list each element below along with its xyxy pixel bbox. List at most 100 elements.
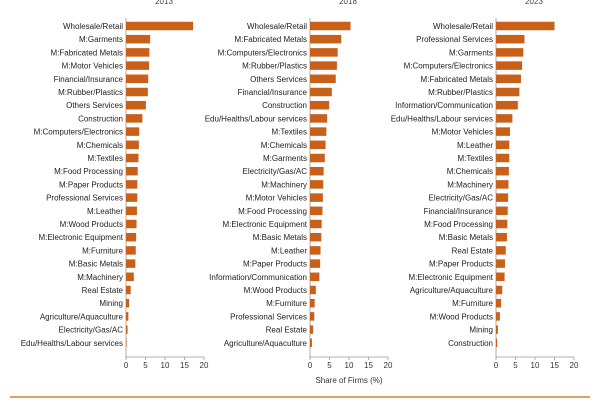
bar xyxy=(310,206,323,216)
category-label: M:Computers/Electronics xyxy=(218,48,307,57)
x-tick-label: 20 xyxy=(384,361,393,370)
bar xyxy=(126,61,150,70)
x-tick-label: 15 xyxy=(180,361,189,370)
bar xyxy=(310,193,323,202)
category-label: Real Estate xyxy=(82,286,124,295)
bar xyxy=(126,298,130,308)
bar xyxy=(496,87,520,97)
bar xyxy=(496,180,509,189)
category-label: M:Garments xyxy=(79,35,123,44)
bar xyxy=(310,246,321,255)
bar xyxy=(310,272,320,282)
category-label: M:Electronic Equipment xyxy=(409,273,494,282)
x-tick-label: 10 xyxy=(531,361,540,370)
bar xyxy=(126,21,194,31)
bar xyxy=(310,153,325,163)
category-label: Wholesale/Retail xyxy=(63,22,123,31)
category-label: Wholesale/Retail xyxy=(433,22,493,31)
bar xyxy=(496,272,505,282)
bar xyxy=(310,21,351,31)
bar xyxy=(126,259,136,268)
category-label: Edu/Healths/Labour services xyxy=(391,114,493,123)
category-label: Information/Communication xyxy=(209,273,307,282)
x-tick-label: 0 xyxy=(494,361,499,370)
bar xyxy=(126,272,134,282)
category-label: M:Wood Products xyxy=(60,220,123,229)
bar xyxy=(126,87,148,97)
category-label: M:Wood Products xyxy=(244,286,307,295)
bar xyxy=(310,338,312,348)
bar xyxy=(310,325,314,334)
bar xyxy=(310,219,322,229)
bar xyxy=(126,338,127,348)
category-label: M:Machinery xyxy=(447,180,493,189)
category-label: M:Furniture xyxy=(82,246,123,255)
category-label: Wholesale/Retail xyxy=(247,22,307,31)
bar xyxy=(126,100,146,110)
x-tick-label: 15 xyxy=(364,361,373,370)
category-label: M:Rubber/Plastics xyxy=(58,88,123,97)
category-label: M:Paper Products xyxy=(243,260,307,269)
category-label: M:Food Processing xyxy=(238,207,307,216)
category-label: Professional Services xyxy=(230,312,307,321)
bar xyxy=(126,312,129,321)
category-label: Electricity/Gas/AC xyxy=(243,167,308,176)
category-label: M:Wood Products xyxy=(430,312,493,321)
bar xyxy=(496,338,498,348)
category-label: M:Chemicals xyxy=(447,167,493,176)
bar xyxy=(310,285,316,295)
bar xyxy=(496,219,508,229)
bar xyxy=(310,74,336,84)
panel-title-2023: 2023 xyxy=(525,0,543,6)
category-label: M:Fabricated Metals xyxy=(235,35,307,44)
bar xyxy=(310,127,327,136)
category-label: M:Food Processing xyxy=(424,220,493,229)
bar xyxy=(496,34,525,44)
category-label: M:Garments xyxy=(449,48,493,57)
bar xyxy=(126,193,138,202)
category-label: Agriculture/Aquaculture xyxy=(224,339,308,348)
category-label: Real Estate xyxy=(452,246,494,255)
bar xyxy=(126,166,138,176)
category-label: Construction xyxy=(262,101,307,110)
bar xyxy=(126,74,149,84)
category-label: Financial/Insurance xyxy=(424,207,494,216)
category-label: M:Computers/Electronics xyxy=(404,62,493,71)
category-label: Others Services xyxy=(66,101,123,110)
bar xyxy=(126,206,137,216)
category-label: M:Paper Products xyxy=(429,260,493,269)
bar xyxy=(310,48,338,57)
x-tick-label: 0 xyxy=(308,361,313,370)
bar xyxy=(310,232,322,242)
bar xyxy=(496,193,509,202)
x-tick-label: 20 xyxy=(200,361,209,370)
category-label: M:Garments xyxy=(263,154,307,163)
category-label: M:Electronic Equipment xyxy=(39,233,124,242)
category-label: M:Machinery xyxy=(261,180,307,189)
bar xyxy=(310,259,321,268)
category-label: Financial/Insurance xyxy=(238,88,308,97)
bar xyxy=(126,114,143,123)
x-axis-title: Share of Firms (%) xyxy=(315,376,382,385)
category-label: M:Fabricated Metals xyxy=(421,75,493,84)
bar xyxy=(126,127,140,136)
category-label: Electricity/Gas/AC xyxy=(429,194,494,203)
category-label: M:Furniture xyxy=(266,299,307,308)
bar xyxy=(496,246,506,255)
bar xyxy=(496,206,508,216)
panel-title-2013: 2013 xyxy=(155,0,173,6)
category-label: M:Chemicals xyxy=(261,141,307,150)
category-label: M:Food Processing xyxy=(54,167,123,176)
bar xyxy=(496,325,498,334)
category-label: Professional Services xyxy=(46,194,123,203)
category-label: M:Basic Metals xyxy=(439,233,493,242)
bar xyxy=(496,232,507,242)
bar xyxy=(496,312,500,321)
category-label: M:Motor Vehicles xyxy=(62,62,123,71)
bar xyxy=(310,312,315,321)
x-tick-label: 0 xyxy=(124,361,129,370)
category-label: M:Basic Metals xyxy=(253,233,307,242)
bar xyxy=(126,140,139,150)
bar xyxy=(310,100,330,110)
x-tick-label: 10 xyxy=(161,361,170,370)
